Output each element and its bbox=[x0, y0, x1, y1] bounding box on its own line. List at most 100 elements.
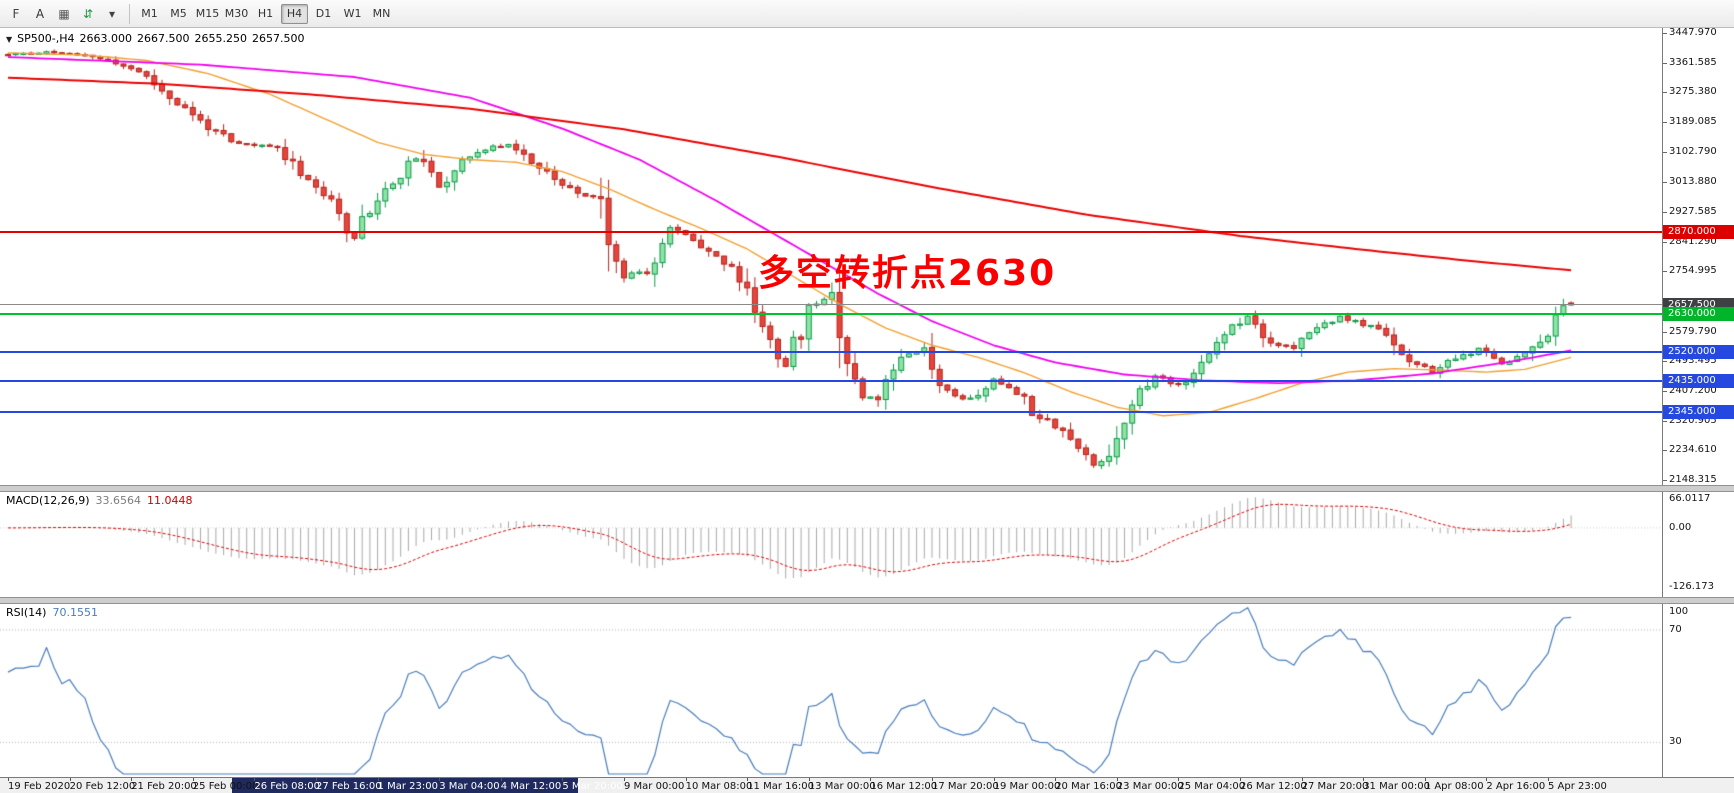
time-tickmark bbox=[377, 778, 379, 781]
level-line-2345.000[interactable] bbox=[0, 411, 1662, 414]
timeframe-h1[interactable]: H1 bbox=[257, 7, 274, 20]
main-plot[interactable] bbox=[0, 28, 1662, 485]
time-tickmark bbox=[254, 778, 256, 781]
time-label: 23 Mar 00:00 bbox=[1116, 781, 1184, 792]
rsi-axis-label: 100 bbox=[1669, 606, 1689, 617]
time-tickmark bbox=[1363, 778, 1365, 781]
time-label: 17 Mar 20:00 bbox=[932, 781, 999, 792]
main-canvas[interactable] bbox=[0, 28, 1662, 485]
price-tick: 3447.970 bbox=[1669, 27, 1717, 38]
rsi-panel[interactable]: RSI(14) 70.1551 bbox=[0, 604, 1662, 777]
tool-icons: F A ▦ ⇵ ▾ bbox=[4, 3, 124, 25]
time-label: 1 Mar 23:00 bbox=[377, 781, 438, 792]
timeframe-group: M1 M5 M15 M30 H1 H4 D1 W1 MN bbox=[135, 3, 396, 24]
taskbar-fragment bbox=[232, 778, 578, 793]
arrows-tool-icon[interactable]: ⇵ bbox=[82, 6, 94, 21]
time-label: 1 Apr 08:00 bbox=[1424, 781, 1484, 792]
text-annotation[interactable]: 多空转折点2630 bbox=[758, 253, 1057, 294]
price-tick: 2579.790 bbox=[1669, 325, 1717, 337]
time-tickmark bbox=[1116, 778, 1118, 781]
time-tickmark bbox=[1301, 778, 1303, 781]
price-tickmark bbox=[1663, 241, 1667, 243]
shapes-tool-icon[interactable]: ▦ bbox=[58, 6, 70, 21]
timeframe-m1[interactable]: M1 bbox=[141, 7, 158, 20]
price-tick: 3275.380 bbox=[1669, 86, 1717, 98]
timeframe-m5[interactable]: M5 bbox=[170, 7, 187, 20]
timeframe-w1[interactable]: W1 bbox=[343, 7, 362, 20]
macd-axis-label: 66.0117 bbox=[1669, 493, 1711, 504]
time-tickmark bbox=[932, 778, 933, 781]
rsi-axis-label: 30 bbox=[1669, 736, 1682, 748]
time-label: 20 Mar 16:00 bbox=[1055, 781, 1122, 792]
time-label: 20 Feb 12:00 bbox=[69, 781, 136, 792]
time-label: 10 Mar 08:00 bbox=[685, 781, 753, 792]
price-badge-2630.000: 2630.000 bbox=[1663, 307, 1734, 322]
macd-axis-label: -126.173 bbox=[1669, 580, 1714, 592]
macd-label: MACD(12,26,9) 33.6564 11.0448 bbox=[6, 494, 199, 507]
time-label: 13 Mar 00:00 bbox=[808, 781, 876, 792]
time-label: 19 Feb 2020 bbox=[8, 781, 71, 792]
time-label: 9 Mar 00:00 bbox=[624, 781, 685, 792]
time-label: 26 Feb 08:00 bbox=[254, 781, 320, 792]
time-label: 16 Mar 12:00 bbox=[870, 781, 938, 792]
level-line-2435.000[interactable] bbox=[0, 380, 1662, 383]
level-line-2630.000[interactable] bbox=[0, 313, 1662, 316]
time-tickmark bbox=[747, 778, 749, 781]
panel-splitter-rsi[interactable] bbox=[0, 597, 1734, 604]
price-tick: 2754.995 bbox=[1669, 265, 1717, 277]
timeframe-h4[interactable]: H4 bbox=[281, 3, 308, 24]
price-tickmark bbox=[1663, 62, 1667, 64]
time-tickmark bbox=[1178, 778, 1180, 781]
time-label: 11 Mar 16:00 bbox=[747, 781, 814, 792]
price-axis[interactable]: 3447.970 3361.585 3275.380 3189.085 3102.790… bbox=[1662, 27, 1734, 777]
macd-panel[interactable]: MACD(12,26,9) 33.6564 11.0448 bbox=[0, 492, 1662, 597]
level-line-2520.000[interactable] bbox=[0, 351, 1662, 354]
timeframe-m30[interactable]: M30 bbox=[224, 7, 249, 20]
main-chart-section: ▼ SP500-,H4 2663.000 2667.500 2655.250 2657.5… bbox=[0, 28, 1734, 485]
fibonacci-tool-icon[interactable]: F bbox=[12, 6, 20, 21]
panel-splitter-macd[interactable] bbox=[0, 485, 1734, 492]
price-badge-2345.000: 2345.000 bbox=[1663, 405, 1734, 420]
price-tickmark bbox=[1663, 182, 1667, 184]
price-tickmark bbox=[1663, 33, 1667, 34]
arrows-dropdown-icon[interactable]: ▾ bbox=[108, 6, 116, 21]
price-tickmark bbox=[1663, 390, 1667, 392]
price-tick: 2927.585 bbox=[1669, 205, 1717, 217]
symbol-ohlc-label: ▼ SP500-,H4 2663.000 2667.500 2655.250 2657.5… bbox=[6, 32, 310, 45]
price-tickmark bbox=[1663, 450, 1667, 452]
time-label: 27 Feb 16:00 bbox=[316, 781, 382, 792]
time-tickmark bbox=[1486, 778, 1488, 781]
time-label: 5 Apr 23:00 bbox=[1548, 781, 1607, 792]
rsi-name: RSI(14) bbox=[6, 606, 47, 619]
rsi-canvas[interactable] bbox=[0, 604, 1662, 777]
price-badge-2520.000: 2520.000 bbox=[1663, 345, 1734, 360]
level-line-2657.500[interactable] bbox=[0, 304, 1662, 306]
chart-menu-arrow-icon[interactable]: ▼ bbox=[6, 35, 13, 44]
ohlc-close: 2657.500 bbox=[252, 32, 305, 45]
macd-canvas[interactable] bbox=[0, 492, 1662, 597]
price-badge-2435.000: 2435.000 bbox=[1663, 374, 1734, 389]
time-tickmark bbox=[316, 778, 317, 781]
price-tickmark bbox=[1663, 92, 1667, 94]
time-label: 27 Mar 20:00 bbox=[1301, 781, 1369, 792]
timeframe-d1[interactable]: D1 bbox=[315, 7, 332, 20]
timeframe-mn[interactable]: MN bbox=[372, 7, 391, 20]
timeframe-m15[interactable]: M15 bbox=[195, 7, 220, 20]
toolbar-separator bbox=[129, 3, 130, 24]
price-tickmark bbox=[1663, 122, 1667, 124]
time-label: 21 Feb 20:00 bbox=[131, 781, 197, 792]
text-label-tool-icon[interactable]: A bbox=[35, 6, 45, 21]
time-axis[interactable]: 19 Feb 2020 20 Feb 12:00 21 Feb 20:00 25 Fe… bbox=[0, 777, 1734, 793]
price-tickmark bbox=[1663, 151, 1667, 153]
price-tickmark bbox=[1663, 480, 1667, 481]
time-tickmark bbox=[1548, 778, 1549, 781]
symbol-timeframe: SP500-,H4 bbox=[17, 32, 75, 45]
time-label: 31 Mar 00:00 bbox=[1363, 781, 1430, 792]
price-tick: 2320.905 bbox=[1669, 414, 1717, 426]
time-tickmark bbox=[192, 778, 194, 781]
time-label: 26 Mar 12:00 bbox=[1240, 781, 1307, 792]
time-label: 2 Apr 16:00 bbox=[1486, 781, 1546, 792]
price-badge-2870.000: 2870.000 bbox=[1663, 224, 1734, 239]
level-line-2870.000[interactable] bbox=[0, 230, 1662, 233]
